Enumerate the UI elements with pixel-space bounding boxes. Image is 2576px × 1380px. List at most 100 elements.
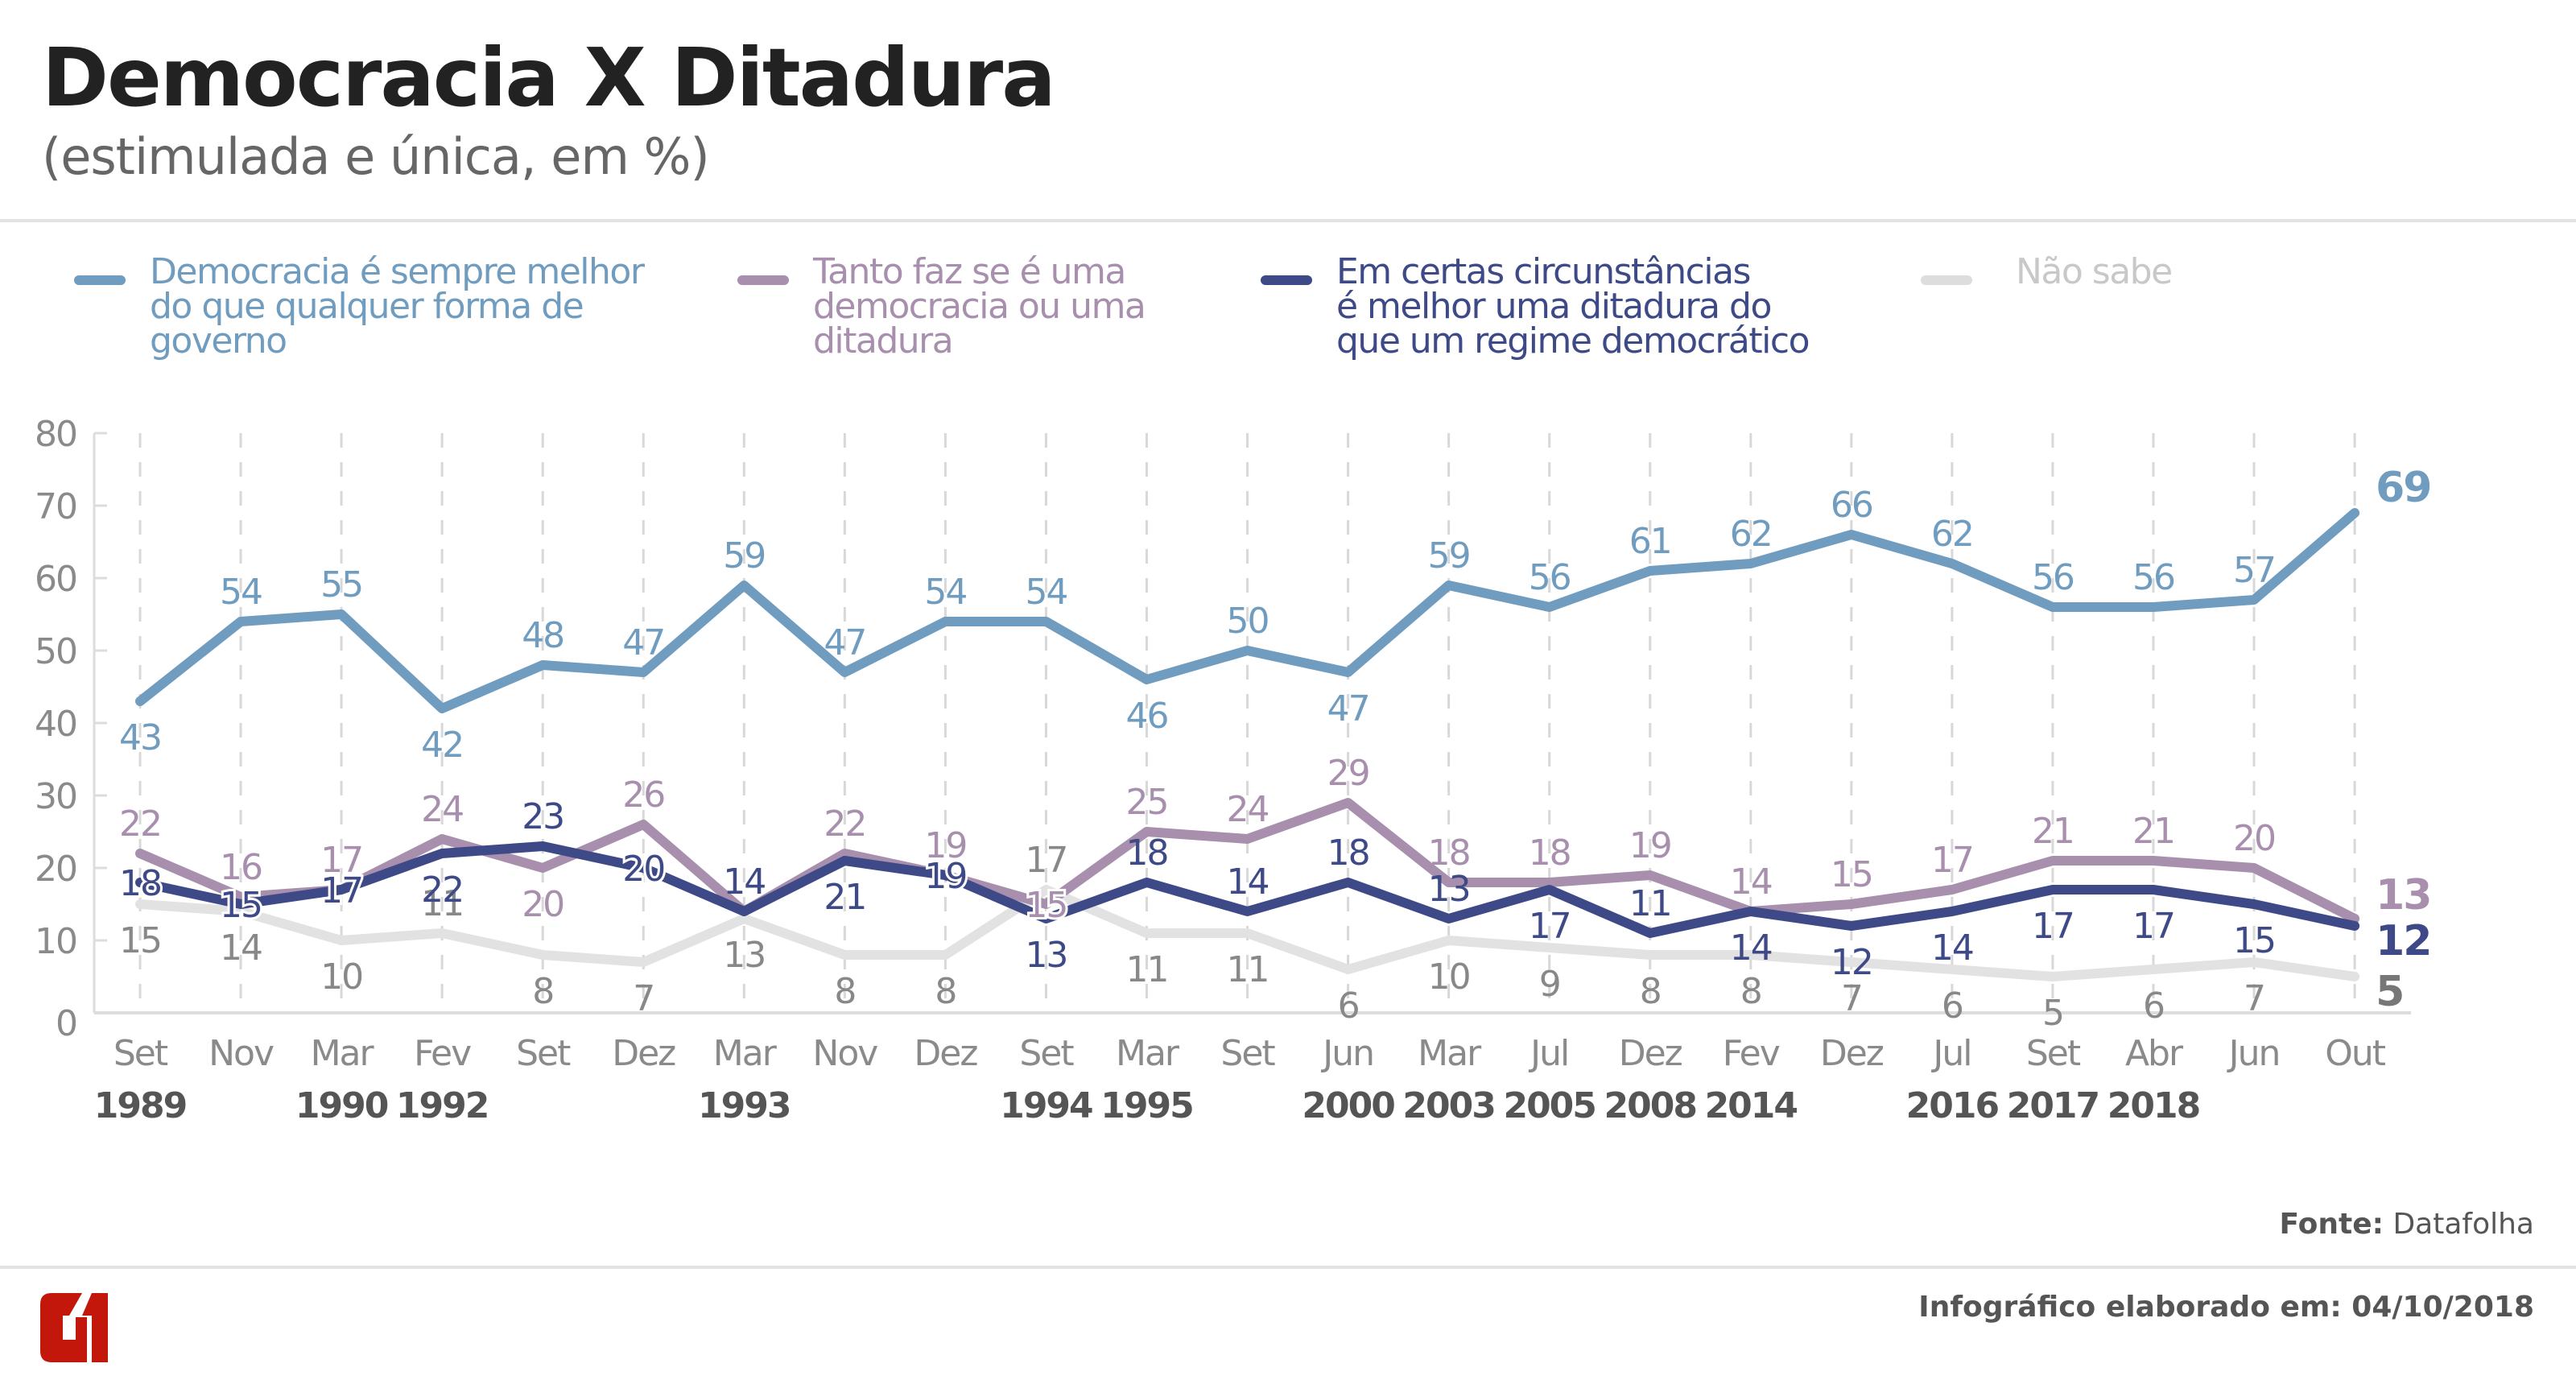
data-label: 56 — [1529, 557, 1571, 598]
data-label: 8 — [834, 971, 855, 1012]
axes — [93, 432, 2411, 1014]
data-label: 69 — [2376, 464, 2430, 512]
data-label: 17 — [1025, 840, 1067, 881]
data-label: 10 — [320, 956, 362, 998]
x-tick-label-year: 2008 — [1604, 1085, 1696, 1126]
data-label: 13 — [723, 935, 765, 976]
data-label: 11 — [1629, 883, 1671, 924]
data-label: 43 — [119, 717, 161, 758]
x-tick-label-month: Jul — [1528, 1033, 1568, 1074]
y-tick-label: 0 — [56, 1003, 76, 1044]
data-label: 6 — [1338, 985, 1359, 1027]
data-label: 5 — [2042, 993, 2063, 1034]
g1-logo-1 — [82, 1293, 108, 1362]
legend-label-democracia: Democracia é sempre melhor do que qualqu… — [150, 251, 645, 362]
x-tick-label-month: Set — [516, 1033, 571, 1074]
data-label: 18 — [1529, 833, 1571, 874]
x-tick-label-month: Abr — [2125, 1033, 2184, 1074]
data-label: 18 — [1327, 833, 1369, 874]
legend-swatch-democracia — [74, 275, 126, 285]
data-label: 47 — [1327, 688, 1369, 729]
data-label: 6 — [2143, 985, 2164, 1027]
legend-item-nao-sabe: Não sabe — [1921, 251, 2173, 292]
x-tick-label-month: Nov — [208, 1033, 274, 1074]
data-label: 47 — [622, 622, 664, 663]
data-label: 17 — [320, 840, 362, 881]
series-lines — [135, 508, 2360, 981]
y-tick-label: 10 — [35, 921, 76, 962]
data-label: 11 — [421, 883, 463, 924]
x-tick-label-month: Dez — [914, 1033, 977, 1074]
data-label: 61 — [1629, 521, 1671, 562]
x-tick-label-month: Jun — [2227, 1033, 2280, 1074]
data-label: 55 — [320, 564, 362, 605]
g1-logo — [40, 1293, 108, 1362]
data-label: 7 — [2244, 978, 2264, 1019]
data-label: 10 — [1428, 956, 1470, 998]
data-label: 20 — [622, 849, 664, 890]
x-tick-label-year: 2017 — [2007, 1085, 2099, 1126]
data-label: 11 — [1126, 949, 1168, 990]
legend-item-democracia: Democracia é sempre melhor do que qualqu… — [74, 251, 645, 362]
data-label: 20 — [522, 884, 564, 925]
legend-swatch-tanto-faz — [737, 275, 789, 285]
series-line-3 — [135, 885, 2360, 981]
data-label: 62 — [1931, 514, 1973, 555]
data-label: 19 — [924, 856, 966, 897]
x-tick-label-year: 1990 — [295, 1085, 388, 1126]
data-label: 19 — [1629, 825, 1671, 866]
legend-item-tanto-faz: Tanto faz se é uma democracia ou uma dit… — [737, 254, 1146, 359]
x-tick-label-year: 2014 — [1705, 1085, 1798, 1126]
data-label: 7 — [1841, 978, 1862, 1019]
y-tick-label: 20 — [35, 849, 76, 890]
y-tick-label: 80 — [35, 414, 76, 455]
x-tick-label-year: 1992 — [396, 1085, 488, 1126]
y-tick-label: 60 — [35, 559, 76, 600]
header-divider — [0, 219, 2576, 222]
data-label: 14 — [1730, 861, 1772, 903]
legend-label-nao-sabe: Não sabe — [2016, 251, 2173, 292]
data-label: 16 — [220, 847, 262, 888]
x-tick-label-month: Set — [2026, 1033, 2081, 1074]
data-label: 9 — [1539, 964, 1560, 1005]
data-label: 59 — [1428, 535, 1470, 576]
data-label: 48 — [522, 615, 564, 656]
x-tick-label-month: Jun — [1320, 1033, 1373, 1074]
x-tick-label-month: Mar — [311, 1033, 375, 1074]
data-label: 18 — [119, 863, 161, 904]
data-label: 17 — [2032, 906, 2074, 947]
series-line-1 — [135, 798, 2360, 923]
x-tick-label-year: 2016 — [1906, 1085, 1999, 1126]
y-tick-label: 70 — [35, 486, 76, 527]
x-tick-label-month: Fev — [414, 1033, 471, 1074]
x-tick-label-month: Set — [1220, 1033, 1275, 1074]
data-label: 24 — [1227, 789, 1269, 830]
data-label: 62 — [1730, 514, 1772, 555]
data-label: 8 — [1640, 971, 1661, 1012]
data-label: 54 — [924, 572, 966, 613]
data-label: 56 — [2032, 557, 2074, 598]
data-label: 13 — [1428, 869, 1470, 910]
data-label: 6 — [1942, 985, 1963, 1027]
x-tick-label-month: Mar — [1116, 1033, 1180, 1074]
data-label: 26 — [622, 775, 664, 816]
data-label: 14 — [723, 861, 765, 903]
data-label: 8 — [532, 971, 553, 1012]
series-line-2 — [135, 841, 2360, 938]
data-label: 59 — [723, 535, 765, 576]
data-label: 14 — [1730, 928, 1772, 969]
data-label: 13 — [1025, 935, 1067, 976]
series-line-0 — [135, 508, 2360, 713]
data-label: 13 — [2376, 871, 2430, 919]
data-label: 56 — [2132, 557, 2174, 598]
data-label: 25 — [1126, 782, 1168, 823]
data-label: 20 — [2233, 818, 2275, 859]
data-label: 47 — [824, 622, 865, 663]
data-label: 66 — [1831, 485, 1872, 526]
x-tick-label-month: Dez — [1619, 1033, 1682, 1074]
data-label: 7 — [633, 978, 654, 1019]
x-tick-label-year: 2003 — [1402, 1085, 1494, 1126]
data-label: 18 — [1126, 833, 1168, 874]
data-label: 14 — [220, 928, 262, 969]
